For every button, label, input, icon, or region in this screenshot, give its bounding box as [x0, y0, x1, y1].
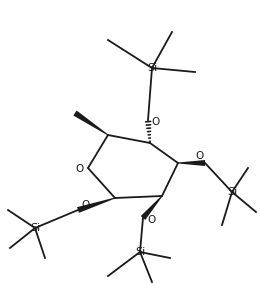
Text: O: O — [82, 200, 90, 210]
Text: O: O — [195, 151, 203, 161]
Text: O: O — [152, 117, 160, 127]
Polygon shape — [141, 196, 162, 220]
Polygon shape — [77, 198, 115, 213]
Text: Si: Si — [30, 223, 40, 233]
Text: Si: Si — [135, 247, 145, 257]
Text: Si: Si — [147, 63, 157, 73]
Text: O: O — [147, 215, 155, 225]
Text: Si: Si — [227, 187, 237, 197]
Text: O: O — [75, 164, 83, 174]
Polygon shape — [73, 110, 108, 136]
Polygon shape — [178, 160, 205, 166]
